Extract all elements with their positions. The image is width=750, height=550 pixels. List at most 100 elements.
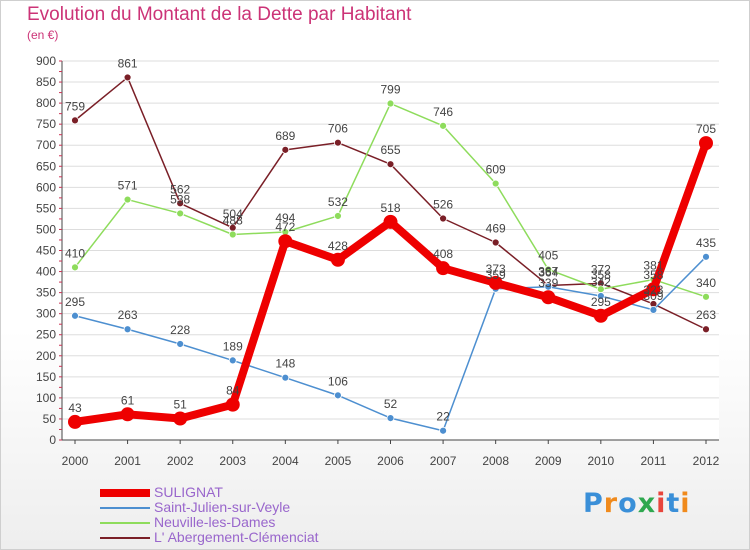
- data-label-l-abergement-clemenciat: 469: [486, 221, 506, 235]
- data-label-sulignat: 61: [121, 393, 135, 407]
- data-point-sulignat: [646, 282, 661, 297]
- data-point-neuville-les-dames: [176, 209, 185, 218]
- data-label-neuville-les-dames: 538: [170, 192, 190, 206]
- data-label-sulignat: 43: [68, 401, 82, 415]
- data-point-saint-julien-sur-veyle: [281, 373, 290, 382]
- data-point-neuville-les-dames: [544, 265, 553, 274]
- data-label-saint-julien-sur-veyle: 22: [436, 410, 450, 424]
- legend-label: Saint-Julien-sur-Veyle: [154, 499, 291, 515]
- data-point-sulignat: [120, 407, 135, 422]
- data-label-sulignat: 51: [173, 398, 187, 412]
- data-label-l-abergement-clemenciat: 759: [65, 99, 85, 113]
- logo-letter: t: [666, 488, 681, 519]
- data-label-sulignat: 518: [380, 201, 400, 215]
- x-tick-label: 2011: [641, 454, 667, 468]
- data-label-l-abergement-clemenciat: 706: [328, 122, 348, 136]
- data-label-saint-julien-sur-veyle: 435: [696, 236, 716, 250]
- data-point-l-abergement-clemenciat: [123, 73, 132, 82]
- data-point-neuville-les-dames: [123, 195, 132, 204]
- y-tick-label: 500: [36, 222, 56, 236]
- data-point-neuville-les-dames: [702, 292, 710, 301]
- data-point-neuville-les-dames: [334, 212, 342, 220]
- data-label-l-abergement-clemenciat: 372: [591, 262, 611, 276]
- y-tick-label: 450: [36, 244, 56, 258]
- data-point-l-abergement-clemenciat: [702, 325, 710, 334]
- x-tick-label: 2008: [482, 454, 509, 468]
- data-point-neuville-les-dames: [71, 263, 79, 272]
- data-label-saint-julien-sur-veyle: 342: [591, 275, 611, 289]
- data-label-l-abergement-clemenciat: 263: [696, 308, 716, 322]
- data-label-neuville-les-dames: 340: [696, 276, 716, 290]
- data-label-neuville-les-dames: 381: [643, 259, 663, 273]
- x-tick-label: 2001: [114, 454, 141, 468]
- data-label-neuville-les-dames: 609: [486, 163, 506, 177]
- y-tick-label: 200: [36, 349, 56, 363]
- data-label-sulignat: 373: [486, 262, 506, 276]
- x-tick-label: 2006: [377, 454, 404, 468]
- data-label-saint-julien-sur-veyle: 364: [538, 266, 558, 280]
- data-label-neuville-les-dames: 532: [328, 195, 348, 209]
- data-point-saint-julien-sur-veyle: [544, 282, 553, 291]
- x-tick-label: 2010: [587, 454, 614, 468]
- data-label-l-abergement-clemenciat: 655: [380, 143, 400, 157]
- data-label-sulignat: 295: [591, 295, 611, 309]
- y-tick-label: 850: [36, 75, 56, 89]
- x-tick-label: 2000: [62, 454, 89, 468]
- data-point-l-abergement-clemenciat: [71, 116, 79, 125]
- y-tick-label: 700: [36, 138, 56, 152]
- data-point-l-abergement-clemenciat: [439, 214, 447, 223]
- data-point-neuville-les-dames: [491, 179, 500, 188]
- data-label-saint-julien-sur-veyle: 106: [328, 374, 348, 388]
- data-point-sulignat: [541, 290, 556, 305]
- y-tick-label: 900: [36, 54, 56, 68]
- data-point-saint-julien-sur-veyle: [176, 340, 185, 348]
- data-point-neuville-les-dames: [386, 99, 395, 108]
- data-label-saint-julien-sur-veyle: 359: [486, 268, 506, 282]
- data-label-l-abergement-clemenciat: 689: [275, 129, 295, 143]
- logo-letter: r: [603, 488, 619, 519]
- proxiti-logo: Proxiti: [583, 488, 691, 519]
- data-label-sulignat: 84: [226, 384, 240, 398]
- data-point-saint-julien-sur-veyle: [123, 325, 132, 334]
- data-label-l-abergement-clemenciat: 562: [170, 182, 190, 196]
- data-label-l-abergement-clemenciat: 861: [118, 56, 138, 70]
- y-tick-label: 0: [49, 433, 56, 447]
- y-tick-label: 550: [36, 201, 56, 215]
- y-tick-label: 350: [36, 286, 56, 300]
- legend-label: L' Abergement-Clémenciat: [154, 529, 319, 545]
- legend-swatch: [100, 507, 150, 509]
- data-label-neuville-les-dames: 494: [275, 211, 295, 225]
- data-label-l-abergement-clemenciat: 323: [643, 283, 663, 297]
- data-label-l-abergement-clemenciat: 526: [433, 197, 453, 211]
- chart-title: Evolution du Montant de la Dette par Hab…: [27, 4, 412, 25]
- data-point-neuville-les-dames: [228, 230, 237, 239]
- logo-letter: o: [618, 488, 638, 519]
- y-tick-label: 100: [36, 391, 56, 405]
- x-tick-label: 2005: [325, 454, 352, 468]
- data-label-saint-julien-sur-veyle: 295: [65, 295, 85, 309]
- data-point-l-abergement-clemenciat: [491, 238, 500, 247]
- y-tick-label: 50: [43, 412, 57, 426]
- data-label-neuville-les-dames: 799: [380, 83, 400, 97]
- data-label-sulignat: 705: [696, 122, 716, 136]
- x-tick-label: 2003: [219, 454, 246, 468]
- y-tick-label: 750: [36, 117, 56, 131]
- data-point-l-abergement-clemenciat: [334, 138, 342, 147]
- data-label-saint-julien-sur-veyle: 263: [118, 308, 138, 322]
- legend-label: Neuville-les-Dames: [154, 514, 276, 530]
- data-point-saint-julien-sur-veyle: [439, 426, 447, 435]
- y-tick-label: 800: [36, 96, 56, 110]
- data-point-saint-julien-sur-veyle: [596, 292, 605, 300]
- y-tick-label: 300: [36, 307, 56, 321]
- logo-letter: P: [583, 488, 604, 519]
- data-label-saint-julien-sur-veyle: 52: [384, 397, 398, 411]
- x-tick-label: 2009: [535, 454, 562, 468]
- data-label-saint-julien-sur-veyle: 228: [170, 323, 190, 337]
- data-point-saint-julien-sur-veyle: [386, 414, 395, 423]
- chart-subtitle: (en €): [27, 28, 59, 42]
- logo-letter: i: [680, 488, 691, 519]
- data-point-saint-julien-sur-veyle: [649, 305, 658, 314]
- data-point-saint-julien-sur-veyle: [228, 356, 237, 365]
- data-label-neuville-les-dames: 410: [65, 246, 85, 260]
